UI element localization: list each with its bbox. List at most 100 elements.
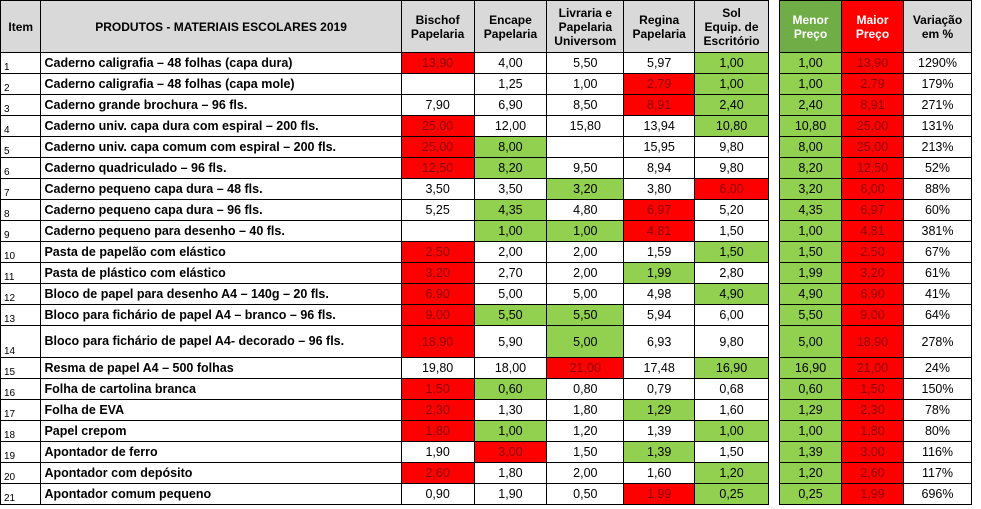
store-price-cell: 25,00	[400, 136, 475, 158]
store-price-cell: 5,50	[546, 304, 625, 326]
store-price-cell: 1,50	[694, 220, 769, 242]
store-price-cell: 6,90	[473, 94, 548, 116]
summary-row: 1,00 13,90 1290%	[779, 52, 972, 74]
item-number: 11	[0, 262, 42, 284]
variation-cell: 150%	[903, 378, 972, 400]
store-price-cell: 8,00	[473, 136, 548, 158]
store-price-cell: 5,20	[694, 199, 769, 221]
store-price-cell: 8,50	[546, 94, 625, 116]
max-price-cell: 1,99	[841, 483, 904, 505]
store-price-cell: 6,90	[400, 283, 475, 305]
product-name: Pasta de plástico com elástico	[40, 262, 402, 284]
store-price-cell: 2,40	[694, 94, 769, 116]
min-price-cell: 1,99	[779, 262, 842, 284]
table-row: 18 Papel crepom 1,80 1,00 1,20 1,39 1,00	[0, 420, 769, 442]
min-price-cell: 3,20	[779, 178, 842, 200]
summary-row: 1,99 3,20 61%	[779, 262, 972, 284]
item-number: 18	[0, 420, 42, 442]
table-row: 6 Caderno quadriculado – 96 fls. 12,50 8,20…	[0, 157, 769, 179]
store-price-cell: 1,90	[400, 441, 475, 463]
store-price-cell: 0,90	[400, 483, 475, 505]
store-price-cell: 4,98	[623, 283, 696, 305]
store-price-cell	[546, 136, 625, 158]
store-price-cell: 1,39	[623, 420, 696, 442]
store-price-cell: 2,80	[694, 262, 769, 284]
header-store-line: Universom	[554, 33, 617, 48]
product-name: Caderno grande brochura – 96 fls.	[40, 94, 402, 116]
store-price-cell: 1,29	[623, 399, 696, 421]
max-price-cell: 25,00	[841, 136, 904, 158]
max-price-cell: 21,00	[841, 357, 904, 379]
variation-cell: 1290%	[903, 52, 972, 74]
store-price-cell: 5,00	[546, 325, 625, 358]
store-price-cell: 5,50	[546, 52, 625, 74]
store-price-cell: 3,50	[400, 178, 475, 200]
store-price-cell: 8,91	[623, 94, 696, 116]
table-row: 21 Apontador comum pequeno 0,90 1,90 0,50 1,9…	[0, 483, 769, 505]
store-price-cell: 0,60	[473, 378, 548, 400]
store-price-cell	[400, 73, 475, 95]
store-price-cell: 9,80	[694, 325, 769, 358]
header-variation: Variação em %	[903, 0, 972, 53]
item-number: 14	[0, 325, 42, 358]
header-min-price: Menor Preço	[779, 0, 842, 53]
table-row: 8 Caderno pequeno capa dura – 96 fls. 5,25…	[0, 199, 769, 221]
store-price-cell: 1,50	[546, 441, 625, 463]
header-store: Encape Papelaria	[473, 0, 548, 53]
variation-cell: 60%	[903, 199, 972, 221]
header-product: PRODUTOS - MATERIAIS ESCOLARES 2019	[40, 0, 402, 53]
min-price-cell: 0,60	[779, 378, 842, 400]
max-price-cell: 2,50	[841, 241, 904, 263]
summary-row: 1,39 3,00 116%	[779, 441, 972, 463]
max-price-cell: 2,60	[841, 462, 904, 484]
store-price-cell: 1,39	[623, 441, 696, 463]
item-number: 13	[0, 304, 42, 326]
table-row: 1 Caderno caligrafia – 48 folhas (capa du…	[0, 52, 769, 74]
store-price-cell: 13,90	[400, 52, 475, 74]
store-price-cell: 0,50	[546, 483, 625, 505]
store-price-cell: 1,50	[694, 441, 769, 463]
variation-cell: 116%	[903, 441, 972, 463]
header-store-line: Sol	[722, 5, 741, 20]
store-price-cell: 2,50	[400, 241, 475, 263]
store-price-cell: 21,00	[546, 357, 625, 379]
min-price-cell: 5,50	[779, 304, 842, 326]
store-price-cell: 1,00	[473, 420, 548, 442]
summary-row: 0,25 1,99 696%	[779, 483, 972, 505]
store-price-cell: 12,00	[473, 115, 548, 137]
max-price-cell: 4,81	[841, 220, 904, 242]
store-price-cell: 6,00	[694, 178, 769, 200]
product-name: Bloco de papel para desenho A4 – 140g – …	[40, 283, 402, 305]
item-number: 7	[0, 178, 42, 200]
header-store: Sol Equip. de Escritório	[694, 0, 769, 53]
store-price-cell: 2,79	[623, 73, 696, 95]
store-price-cell: 0,80	[546, 378, 625, 400]
item-number: 19	[0, 441, 42, 463]
store-price-cell: 0,68	[694, 378, 769, 400]
variation-cell: 24%	[903, 357, 972, 379]
max-price-cell: 12,50	[841, 157, 904, 179]
store-price-cell: 9,80	[694, 157, 769, 179]
summary-row: 10,80 25,00 131%	[779, 115, 972, 137]
table-row: 11 Pasta de plástico com elástico 3,20 2,70…	[0, 262, 769, 284]
max-price-cell: 2,79	[841, 73, 904, 95]
product-name: Resma de papel A4 – 500 folhas	[40, 357, 402, 379]
store-price-cell: 1,59	[623, 241, 696, 263]
store-price-cell: 3,20	[400, 262, 475, 284]
max-price-cell: 1,50	[841, 378, 904, 400]
store-price-cell: 4,00	[473, 52, 548, 74]
summary-table: Menor Preço Maior Preço Variação em % 1,…	[779, 0, 972, 505]
store-price-cell: 18,90	[400, 325, 475, 358]
summary-row: 8,20 12,50 52%	[779, 157, 972, 179]
store-price-cell: 5,00	[473, 283, 548, 305]
product-name: Caderno pequeno para desenho – 40 fls.	[40, 220, 402, 242]
product-name: Apontador de ferro	[40, 441, 402, 463]
summary-row: 1,00 4,81 381%	[779, 220, 972, 242]
max-price-cell: 1,80	[841, 420, 904, 442]
table-header-row: Item PRODUTOS - MATERIAIS ESCOLARES 2019…	[0, 0, 769, 53]
summary-row: 1,00 2,79 179%	[779, 73, 972, 95]
store-price-cell: 1,60	[694, 399, 769, 421]
store-price-cell: 5,00	[546, 283, 625, 305]
store-price-cell: 1,50	[400, 378, 475, 400]
table-row: 5 Caderno univ. capa comum com espiral – …	[0, 136, 769, 158]
